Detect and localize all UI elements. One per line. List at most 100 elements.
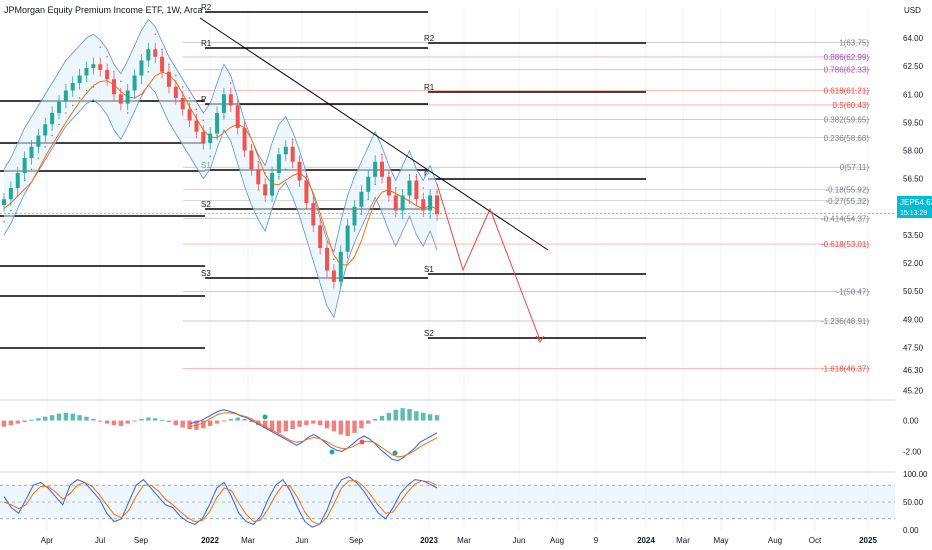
- price-tag-price: 54.63: [915, 198, 932, 207]
- candle-body: [146, 49, 151, 61]
- candle-body: [91, 64, 96, 68]
- x-tick-label: Mar: [241, 536, 255, 545]
- sar-dot: [209, 155, 211, 157]
- fib-label: 0.236(58.68): [824, 134, 870, 143]
- y-tick-label: 49.00: [903, 315, 924, 324]
- macd-histogram-bar: [159, 419, 165, 421]
- pivot-label: R2: [424, 34, 435, 43]
- candle-body: [180, 98, 185, 110]
- macd-histogram-bar: [262, 420, 268, 429]
- pivot-label: S1: [424, 265, 434, 274]
- sar-dot: [346, 247, 349, 249]
- macd-histogram-bar: [434, 415, 440, 421]
- candle-body: [400, 195, 405, 211]
- macd-histogram-bar: [372, 419, 378, 421]
- x-tick-label: Apr: [41, 536, 54, 545]
- sar-dot: [23, 179, 26, 182]
- candle-body: [428, 195, 433, 211]
- sar-dot: [230, 82, 232, 84]
- x-tick-label: Jul: [95, 536, 105, 545]
- candle-body: [366, 176, 371, 192]
- macd-histogram-bar: [366, 420, 371, 424]
- candle-body: [373, 161, 378, 177]
- sar-dot: [3, 220, 5, 223]
- candle-body: [187, 109, 192, 121]
- candle-body: [352, 206, 357, 226]
- macd-histogram-bar: [359, 420, 364, 429]
- pivot-label: S2: [424, 329, 434, 338]
- candle-body: [194, 120, 199, 132]
- candle-body: [2, 199, 6, 205]
- x-tick-label: 9: [594, 536, 599, 545]
- macd-histogram-bar: [63, 412, 69, 421]
- macd-histogram-bar: [125, 420, 130, 424]
- macd-histogram-bar: [201, 420, 206, 429]
- macd-histogram-bar: [166, 420, 172, 423]
- candle-body: [208, 133, 213, 143]
- x-tick-label: Oct: [809, 536, 822, 545]
- macd-histogram-bar: [91, 419, 96, 421]
- stoch-k-line: [3, 476, 438, 528]
- candle-body: [36, 135, 41, 147]
- macd-histogram-bar: [187, 420, 192, 430]
- macd-histogram-bar: [111, 420, 117, 426]
- candle-body: [304, 180, 309, 203]
- fib-label: -0.414(54.37): [821, 215, 869, 224]
- candle-body: [318, 225, 323, 248]
- sar-dot: [298, 157, 301, 159]
- candle-body: [345, 225, 350, 252]
- macd-histogram-bar: [386, 412, 392, 421]
- sar-dot: [312, 202, 315, 204]
- sar-dot: [305, 179, 308, 182]
- candle-body: [215, 113, 220, 134]
- sar-dot: [353, 228, 356, 231]
- pivot-label: R1: [424, 83, 435, 92]
- macd-pane: [1, 408, 440, 462]
- stoch-y-tick-label: 100.00: [903, 470, 928, 479]
- pivot-label: R2: [201, 3, 212, 12]
- sar-dot: [401, 217, 404, 219]
- macd-histogram-bar: [379, 415, 385, 421]
- sar-dot: [147, 70, 150, 73]
- candle-body: [325, 248, 330, 271]
- macd-histogram-bar: [221, 420, 227, 422]
- projection-arrowhead: [535, 335, 545, 343]
- y-tick-label: 45.20: [903, 387, 924, 396]
- sar-dot: [181, 85, 184, 88]
- candle-body: [359, 191, 364, 207]
- sar-dot: [381, 153, 383, 156]
- macd-histogram-bar: [8, 420, 14, 426]
- fib-label: -0.18(55.92): [825, 186, 869, 195]
- moving-average-line: [3, 71, 438, 266]
- candle-body: [70, 83, 75, 91]
- x-tick-label: Mar: [676, 536, 690, 545]
- sar-dot: [333, 258, 335, 261]
- lower-band-line: [3, 84, 438, 319]
- pivot-label: S3: [201, 269, 211, 278]
- x-tick-label: Sep: [349, 536, 364, 545]
- sar-dot: [394, 187, 397, 189]
- price-tag[interactable]: JEPI 54.63 15:13:29: [897, 196, 932, 218]
- candle-body: [201, 131, 206, 143]
- candle-body: [421, 199, 426, 211]
- sar-dot: [44, 145, 47, 148]
- macd-histogram-bar: [36, 418, 41, 421]
- candle-body: [338, 251, 343, 282]
- macd-histogram-bar: [118, 420, 124, 426]
- sar-dot: [250, 145, 253, 148]
- y-tick-label: 59.50: [903, 118, 924, 127]
- macd-histogram-bar: [235, 417, 240, 421]
- candle-body: [84, 68, 89, 76]
- candle-body: [153, 49, 158, 57]
- candle-body: [50, 113, 55, 125]
- sar-dot: [65, 112, 67, 114]
- y-tick-label: 64.00: [903, 34, 924, 43]
- candle-body: [29, 146, 34, 158]
- macd-histogram-bar: [414, 411, 419, 421]
- sar-dot: [161, 48, 163, 51]
- candle-body: [331, 270, 336, 282]
- fib-label: 1(63.75): [839, 39, 869, 48]
- y-tick-label: 52.00: [903, 259, 924, 268]
- fib-label: 0(57.11): [840, 163, 870, 172]
